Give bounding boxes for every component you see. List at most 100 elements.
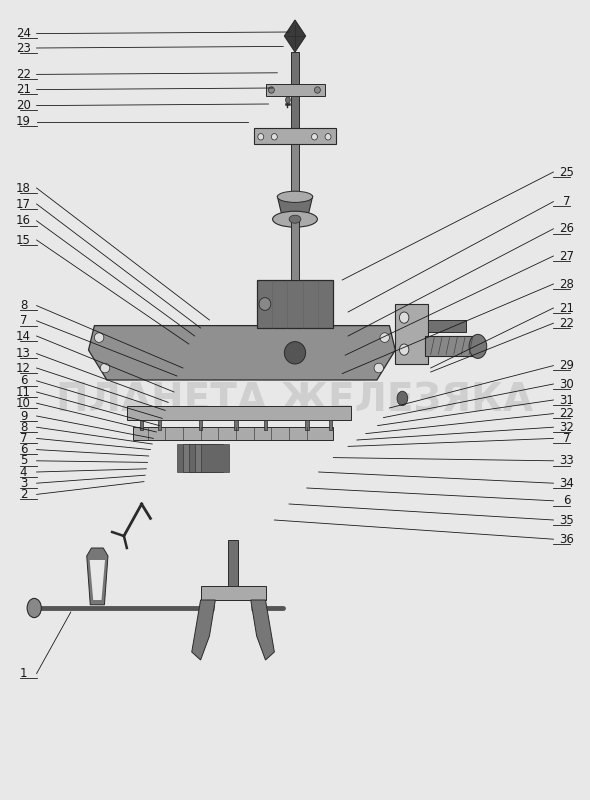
FancyBboxPatch shape (228, 540, 238, 588)
FancyBboxPatch shape (133, 427, 333, 440)
Text: 21: 21 (16, 83, 31, 96)
Text: 36: 36 (559, 533, 574, 546)
Text: 22: 22 (16, 68, 31, 81)
Text: 6: 6 (20, 443, 27, 456)
Text: 25: 25 (559, 166, 574, 178)
Text: 6: 6 (20, 374, 27, 387)
FancyBboxPatch shape (395, 304, 428, 364)
Polygon shape (87, 548, 108, 605)
FancyBboxPatch shape (266, 84, 324, 96)
Text: 21: 21 (559, 302, 574, 314)
Text: 7: 7 (563, 432, 570, 445)
Text: 27: 27 (559, 250, 574, 262)
Text: 3: 3 (20, 477, 27, 490)
FancyBboxPatch shape (254, 128, 336, 144)
Text: 12: 12 (16, 362, 31, 374)
Text: 1: 1 (20, 667, 27, 680)
Ellipse shape (374, 363, 384, 373)
FancyBboxPatch shape (140, 420, 143, 430)
Text: 19: 19 (16, 115, 31, 128)
Text: 24: 24 (16, 27, 31, 40)
FancyBboxPatch shape (291, 52, 299, 84)
Ellipse shape (314, 86, 320, 94)
Text: 15: 15 (16, 234, 31, 246)
Text: 8: 8 (20, 299, 27, 312)
Text: 28: 28 (559, 278, 574, 290)
Text: ПЛАНЕТА ЖЕЛЕЗЯКА: ПЛАНЕТА ЖЕЛЕЗЯКА (57, 381, 533, 419)
Text: 14: 14 (16, 330, 31, 342)
Ellipse shape (469, 334, 487, 358)
FancyBboxPatch shape (329, 420, 332, 430)
Polygon shape (277, 196, 313, 216)
FancyBboxPatch shape (195, 444, 223, 472)
Text: 32: 32 (559, 421, 574, 434)
FancyBboxPatch shape (201, 586, 266, 600)
FancyBboxPatch shape (183, 444, 211, 472)
FancyBboxPatch shape (291, 219, 299, 280)
Text: 6: 6 (563, 494, 570, 507)
FancyBboxPatch shape (291, 144, 299, 192)
Ellipse shape (399, 312, 409, 323)
Text: 8: 8 (20, 421, 27, 434)
Ellipse shape (286, 97, 290, 103)
Text: 10: 10 (16, 397, 31, 410)
Ellipse shape (397, 391, 408, 406)
Polygon shape (88, 326, 395, 380)
FancyBboxPatch shape (425, 336, 478, 356)
Ellipse shape (27, 598, 41, 618)
Ellipse shape (284, 342, 306, 364)
Text: 16: 16 (16, 214, 31, 227)
Polygon shape (192, 600, 215, 660)
Text: 34: 34 (559, 477, 574, 490)
Ellipse shape (399, 344, 409, 355)
Polygon shape (284, 20, 306, 52)
Polygon shape (211, 604, 255, 644)
Text: 11: 11 (16, 386, 31, 398)
Ellipse shape (271, 134, 277, 140)
FancyBboxPatch shape (305, 420, 309, 430)
Text: 20: 20 (16, 99, 31, 112)
Ellipse shape (94, 333, 104, 342)
Ellipse shape (380, 333, 389, 342)
FancyBboxPatch shape (264, 420, 267, 430)
Ellipse shape (268, 86, 274, 94)
FancyBboxPatch shape (257, 280, 333, 328)
Text: 13: 13 (16, 347, 31, 360)
FancyBboxPatch shape (177, 444, 205, 472)
Text: 29: 29 (559, 359, 574, 372)
FancyBboxPatch shape (127, 406, 351, 420)
Ellipse shape (100, 363, 110, 373)
Text: 9: 9 (20, 410, 27, 422)
Text: 4: 4 (20, 466, 27, 478)
FancyBboxPatch shape (201, 444, 229, 472)
Ellipse shape (259, 298, 271, 310)
Text: 17: 17 (16, 198, 31, 210)
FancyBboxPatch shape (199, 420, 202, 430)
Text: 7: 7 (563, 195, 570, 208)
Text: 2: 2 (20, 488, 27, 501)
FancyBboxPatch shape (158, 420, 161, 430)
Text: 22: 22 (559, 317, 574, 330)
Text: 31: 31 (559, 394, 574, 406)
Text: 30: 30 (559, 378, 573, 390)
Polygon shape (428, 320, 466, 332)
Text: 35: 35 (559, 514, 573, 526)
Ellipse shape (312, 134, 317, 140)
Ellipse shape (258, 134, 264, 140)
Text: 5: 5 (20, 454, 27, 467)
FancyBboxPatch shape (234, 420, 238, 430)
Ellipse shape (273, 211, 317, 227)
FancyBboxPatch shape (291, 96, 299, 128)
Text: 22: 22 (559, 407, 574, 420)
Text: 7: 7 (20, 432, 27, 445)
Text: 7: 7 (20, 314, 27, 327)
Text: 26: 26 (559, 222, 574, 235)
Ellipse shape (277, 191, 313, 202)
Ellipse shape (325, 134, 331, 140)
Polygon shape (90, 560, 105, 600)
Text: 33: 33 (559, 454, 573, 467)
Text: 18: 18 (16, 182, 31, 194)
Ellipse shape (289, 215, 301, 223)
FancyBboxPatch shape (189, 444, 217, 472)
Text: 23: 23 (16, 42, 31, 54)
